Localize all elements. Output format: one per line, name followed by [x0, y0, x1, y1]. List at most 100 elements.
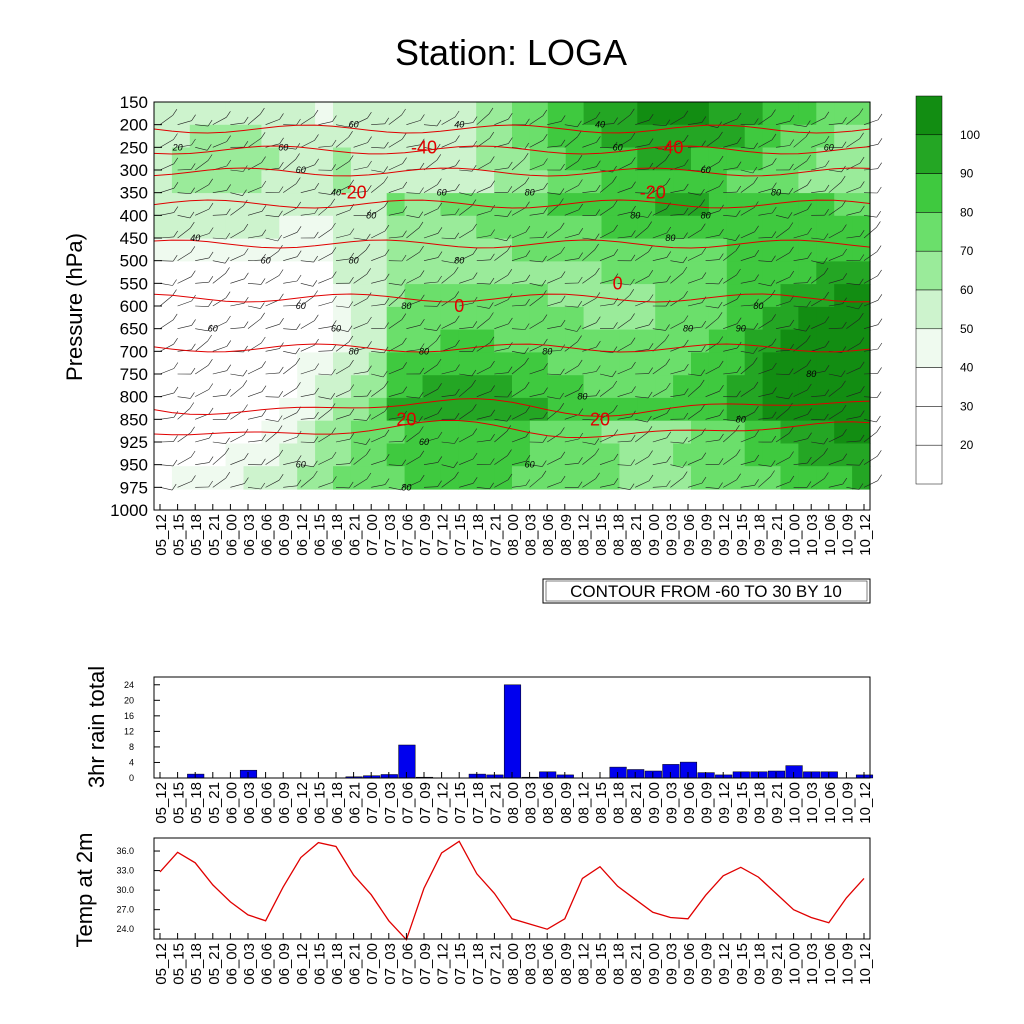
time-tick-label: 08_00: [505, 514, 522, 556]
rh-cell: [512, 102, 531, 126]
time-tick-label: 05_12: [153, 943, 170, 985]
rh-cell: [816, 329, 835, 353]
rh-cell: [243, 443, 262, 467]
wind-barb: [582, 243, 599, 261]
rh-cell: [476, 306, 495, 331]
wind-barb: [230, 223, 249, 239]
wind-barb: [564, 228, 584, 239]
temp-tick-label: 27.0: [116, 905, 134, 915]
rh-cell: [583, 170, 603, 194]
time-tick-label: 06_18: [329, 782, 346, 824]
rh-cell: [816, 238, 835, 262]
wind-barb: [247, 205, 267, 216]
pressure-tick-label: 650: [120, 320, 148, 339]
rh-cell: [386, 261, 406, 285]
wind-barb: [564, 155, 583, 171]
time-tick-label: 09_12: [716, 943, 733, 985]
rh-cell: [583, 261, 603, 285]
wind-barb: [159, 182, 179, 193]
rh-cell: [834, 124, 853, 149]
rh-cell: [816, 193, 835, 217]
rh-cell: [440, 397, 459, 422]
wind-barb: [335, 252, 355, 261]
rh-cell: [547, 102, 567, 126]
rh-cell: [154, 420, 173, 445]
rh-cell: [279, 215, 298, 240]
wind-barb: [635, 138, 654, 148]
wind-barb: [582, 316, 601, 329]
rh-cell: [637, 238, 656, 262]
rh-cell: [673, 238, 692, 262]
pressure-tick-label: 200: [120, 116, 148, 135]
wind-barb: [459, 321, 478, 329]
wind-barb: [617, 483, 635, 490]
time-tick-label: 06_21: [347, 514, 364, 556]
rh-cell: [243, 170, 262, 194]
wind-barb: [494, 317, 513, 329]
rh-cell: [440, 170, 459, 194]
rh-contour-label: 60: [824, 142, 834, 152]
wind-barb: [388, 362, 407, 375]
rh-cell: [422, 466, 441, 490]
rh-cell: [512, 329, 531, 353]
wind-barb: [670, 208, 689, 216]
wind-barb: [511, 323, 530, 330]
wind-barb: [494, 366, 513, 375]
rh-cell: [673, 352, 692, 376]
time-tick-label: 08_03: [523, 943, 540, 985]
time-tick-label: 10_06: [822, 782, 839, 824]
time-tick-label: 09_00: [646, 782, 663, 824]
rh-contour-label: 40: [190, 233, 200, 243]
wind-barb: [670, 437, 688, 444]
wind-barb: [670, 388, 689, 397]
rh-cell: [762, 193, 782, 217]
wind-barb: [529, 279, 547, 287]
rh-cell: [726, 193, 746, 217]
rh-cell: [243, 352, 262, 376]
wind-barb: [177, 246, 196, 261]
wind-barb: [599, 176, 617, 193]
pressure-tick-label: 975: [120, 478, 148, 497]
colorbar-swatch: [915, 95, 943, 136]
wind-barb: [159, 133, 178, 148]
rh-cell: [691, 352, 710, 376]
wind-barb: [828, 175, 846, 193]
rh-cell: [834, 215, 853, 240]
rh-contour-label: 80: [401, 482, 411, 492]
rh-cell: [315, 238, 334, 262]
rh-cell: [350, 352, 370, 376]
rh-cell: [458, 170, 477, 194]
time-tick-label: 09_12: [716, 782, 733, 824]
wind-barb: [353, 365, 372, 375]
wind-barb: [740, 381, 759, 397]
wind-barb: [177, 114, 196, 125]
rh-cell: [189, 284, 209, 308]
rh-cell: [744, 466, 764, 490]
rh-cell: [852, 375, 871, 399]
wind-barb: [547, 319, 566, 329]
rh-cell: [440, 352, 459, 376]
wind-barb: [758, 133, 777, 148]
rh-cell: [422, 238, 441, 262]
rh-cell: [458, 466, 477, 490]
rh-cell: [619, 352, 638, 376]
rh-cell: [225, 193, 245, 217]
rh-cell: [798, 329, 817, 353]
wind-barb: [335, 335, 354, 352]
time-tick-label: 06_12: [294, 943, 311, 985]
rh-cell: [798, 466, 817, 490]
rh-cell: [529, 329, 549, 353]
rh-cell: [780, 329, 799, 353]
wind-barb: [617, 459, 636, 466]
rh-cell: [512, 170, 531, 194]
wind-barb: [335, 131, 353, 148]
wind-barb: [846, 181, 865, 193]
rh-cell: [458, 124, 477, 149]
temp-tick-label: 24.0: [116, 924, 134, 934]
wind-barb: [318, 393, 336, 400]
wind-barb: [775, 212, 793, 219]
rh-cell: [726, 352, 746, 376]
wind-barb: [775, 139, 795, 148]
rh-cell: [816, 352, 835, 376]
rh-cell: [333, 102, 352, 126]
